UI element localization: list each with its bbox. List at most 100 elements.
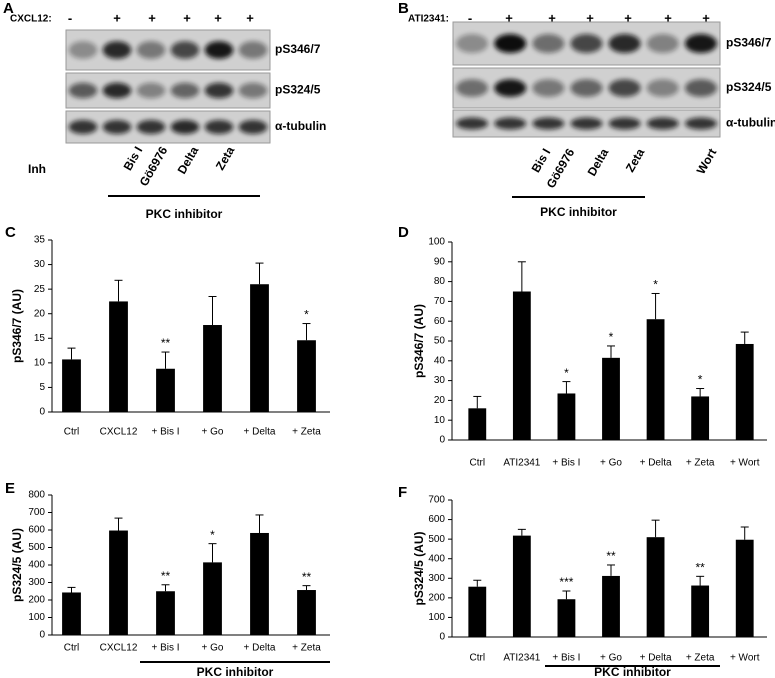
y-tick-label: 70 [434, 296, 446, 307]
lane-sign: + [664, 10, 672, 25]
blot-band [684, 117, 717, 130]
blot-band [204, 41, 234, 59]
y-axis-label: pS346/7 (AU) [10, 289, 24, 363]
x-tick-label: + Bis I [151, 427, 179, 438]
significance: * [564, 366, 569, 380]
y-tick-label: 100 [428, 612, 445, 623]
lane-sign: - [468, 10, 472, 25]
significance: * [609, 330, 614, 344]
blot-band [170, 41, 200, 59]
x-tick-label: + Zeta [686, 458, 715, 469]
blot-band [102, 82, 132, 99]
y-tick-label: 60 [434, 316, 446, 327]
blot-band [570, 34, 603, 53]
panel-letter: F [398, 484, 407, 501]
row-label: α-tubulin [726, 116, 775, 130]
bar [646, 537, 665, 637]
bar [156, 368, 175, 412]
panel-letter: C [5, 224, 16, 241]
x-tick-label: + Delta [640, 653, 672, 664]
significance: *** [559, 575, 573, 589]
panel-letter: B [398, 0, 409, 17]
x-tick-label: + Go [202, 643, 224, 654]
blot-band [238, 82, 268, 99]
blot-band [608, 79, 641, 97]
blot-band [532, 117, 565, 130]
lane-sign: + [505, 10, 513, 25]
x-tick-label: + Wort [730, 653, 760, 664]
lane-label: Delta [175, 144, 202, 177]
y-tick-label: 100 [28, 612, 45, 623]
x-tick-label: + Go [600, 653, 622, 664]
y-tick-label: 40 [434, 355, 446, 366]
bar [691, 585, 710, 637]
blot-band [238, 119, 268, 135]
bar [735, 539, 754, 637]
blot-band [646, 117, 679, 130]
bar [250, 532, 269, 635]
blot-band [532, 34, 565, 53]
significance: * [210, 528, 215, 542]
panel-letter: A [3, 0, 14, 17]
inhibitor-label: Inh [28, 162, 46, 176]
group-label: PKC inhibitor [540, 205, 617, 219]
y-tick-label: 400 [28, 560, 45, 571]
significance: ** [302, 570, 312, 584]
bar [602, 575, 620, 637]
x-tick-label: CXCL12 [100, 643, 138, 654]
y-tick-label: 20 [34, 308, 46, 319]
bar [62, 359, 81, 412]
x-tick-label: + Zeta [686, 653, 715, 664]
bar [557, 599, 576, 637]
y-tick-label: 15 [34, 333, 46, 344]
x-tick-label: + Bis I [552, 458, 580, 469]
significance: ** [161, 569, 171, 583]
treatment-label: CXCL12: [10, 14, 52, 25]
bar [646, 319, 665, 440]
y-tick-label: 800 [28, 490, 45, 501]
y-tick-label: 200 [28, 595, 45, 606]
y-tick-label: 600 [28, 525, 45, 536]
blot-band [136, 41, 166, 59]
x-tick-label: + Delta [244, 427, 276, 438]
y-axis-label: pS346/7 (AU) [412, 304, 426, 378]
lane-sign: + [586, 10, 594, 25]
group-label: PKC inhibitor [197, 665, 274, 678]
y-tick-label: 0 [439, 435, 445, 446]
blot-band [456, 79, 489, 97]
bar [468, 586, 487, 637]
lane-sign: + [624, 10, 632, 25]
x-tick-label: + Bis I [151, 643, 179, 654]
blot-band [494, 34, 527, 53]
significance: ** [606, 549, 616, 563]
significance: * [698, 373, 703, 387]
bar [203, 562, 222, 635]
lane-sign: + [548, 10, 556, 25]
x-tick-label: ATI2341 [503, 653, 540, 664]
blot-band [68, 119, 98, 135]
blot-band [608, 117, 641, 130]
y-tick-label: 600 [428, 514, 445, 525]
y-tick-label: 700 [28, 507, 45, 518]
y-tick-label: 500 [28, 542, 45, 553]
blot-band [646, 34, 679, 53]
blot-band [68, 41, 98, 59]
y-tick-label: 500 [428, 534, 445, 545]
blot-strip [65, 110, 271, 144]
y-tick-label: 80 [434, 276, 446, 287]
row-label: pS346/7 [726, 36, 772, 50]
x-tick-label: Ctrl [470, 653, 486, 664]
blot-band [136, 82, 166, 99]
bar [109, 301, 128, 412]
y-tick-label: 10 [434, 415, 446, 426]
y-axis-label: pS324/5 (AU) [10, 528, 24, 602]
y-tick-label: 90 [434, 256, 446, 267]
x-tick-label: + Delta [640, 458, 672, 469]
lane-sign: + [702, 10, 710, 25]
x-tick-label: Ctrl [64, 427, 80, 438]
x-tick-label: Ctrl [64, 643, 80, 654]
x-tick-label: + Go [600, 458, 622, 469]
lane-sign: + [214, 10, 222, 25]
y-tick-label: 300 [28, 577, 45, 588]
bar [512, 291, 531, 440]
